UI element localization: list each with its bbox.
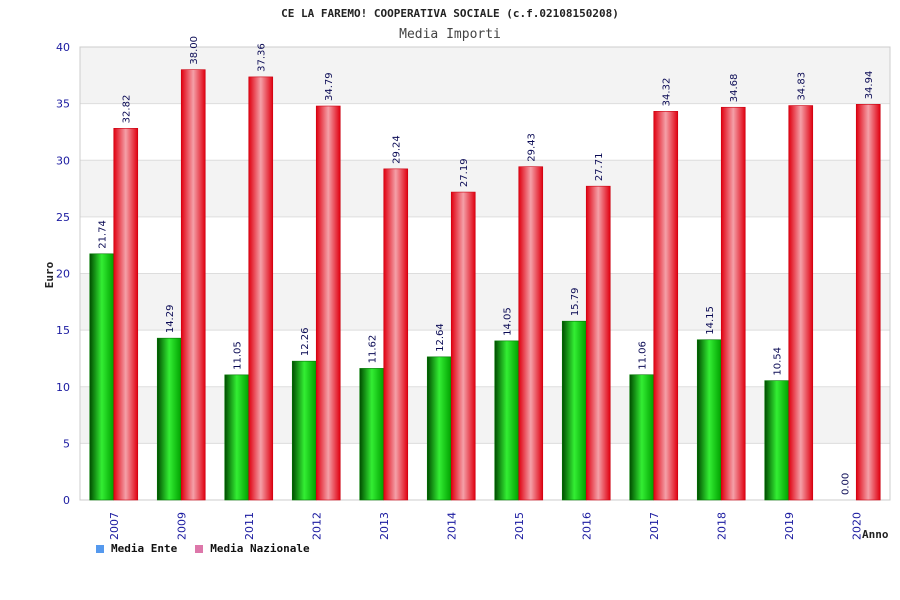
bar-media-ente xyxy=(561,320,587,501)
grid-band xyxy=(80,386,890,444)
bar-media-nazionale xyxy=(518,166,544,501)
data-label-media-ente: 14.29 xyxy=(165,305,176,334)
bar-media-ente xyxy=(629,374,655,501)
data-label-media-nazionale: 37.36 xyxy=(257,43,268,72)
data-label-media-nazionale: 34.79 xyxy=(324,72,335,101)
bar-media-ente xyxy=(89,253,115,501)
grid-band xyxy=(80,47,890,104)
y-tick-label: 30 xyxy=(56,154,70,167)
x-tick-label: 2020 xyxy=(850,512,863,540)
plot-area: 0 5 10 15 20 25 30 35 40 21.74 32.82 2007 14.29 38.00… xyxy=(56,36,891,540)
grid-band xyxy=(80,216,890,274)
x-tick-label: 2015 xyxy=(513,512,526,540)
data-label-media-ente: 14.05 xyxy=(503,307,514,336)
data-label-media-nazionale: 29.24 xyxy=(392,135,403,164)
y-tick-label: 20 xyxy=(56,268,70,281)
data-label-media-ente: 0.00 xyxy=(840,473,851,495)
data-label-media-ente: 14.15 xyxy=(705,306,716,335)
data-label-media-ente: 12.64 xyxy=(435,323,446,352)
bar-media-nazionale xyxy=(653,111,679,501)
bar-media-nazionale xyxy=(855,104,881,501)
data-label-media-ente: 12.26 xyxy=(300,328,311,357)
x-tick-label: 2007 xyxy=(108,512,121,540)
data-label-media-ente: 15.79 xyxy=(570,288,581,317)
data-label-media-nazionale: 34.32 xyxy=(662,78,673,107)
y-axis-label: Euro xyxy=(43,261,56,288)
bar-media-ente xyxy=(426,356,452,501)
data-label-media-nazionale: 34.83 xyxy=(797,72,808,101)
data-label-media-nazionale: 34.68 xyxy=(729,74,740,103)
legend-swatch-media-ente xyxy=(96,544,104,553)
data-label-media-nazionale: 27.71 xyxy=(594,153,605,182)
bar-media-nazionale xyxy=(450,191,476,501)
data-label-media-nazionale: 27.19 xyxy=(459,158,470,187)
x-tick-label: 2011 xyxy=(243,512,256,540)
x-tick-label: 2017 xyxy=(648,512,661,540)
bar-media-nazionale xyxy=(585,185,611,501)
data-label-media-ente: 11.06 xyxy=(638,341,649,370)
bar-media-ente xyxy=(156,337,182,501)
legend-item-media-nazionale: Media Nazionale xyxy=(195,542,310,555)
grid-band xyxy=(80,443,890,500)
bar-media-ente xyxy=(291,360,317,501)
data-label-media-nazionale: 29.43 xyxy=(527,133,538,162)
grid-band xyxy=(80,160,890,217)
bar-media-nazionale xyxy=(180,69,206,501)
grid-band xyxy=(80,330,890,387)
chart-title: CE LA FAREMO! COOPERATIVA SOCIALE (c.f.0… xyxy=(281,7,619,20)
legend-swatch-media-nazionale xyxy=(195,544,204,553)
legend-item-media-ente: Media Ente xyxy=(96,542,177,555)
data-label-media-nazionale: 38.00 xyxy=(189,36,200,65)
chart-subtitle: Media Importi xyxy=(399,27,501,42)
x-tick-label: 2013 xyxy=(378,512,391,540)
data-label-media-nazionale: 32.82 xyxy=(122,95,133,124)
y-tick-label: 25 xyxy=(56,211,70,224)
data-label-media-ente: 10.54 xyxy=(773,347,784,376)
x-tick-label: 2009 xyxy=(175,512,188,540)
x-tick-label: 2019 xyxy=(783,512,796,540)
bar-media-nazionale xyxy=(720,106,746,501)
x-axis-label: Anno xyxy=(862,528,889,541)
grid-band xyxy=(80,103,890,161)
bar-media-nazionale xyxy=(383,168,409,501)
plot-frame xyxy=(79,46,891,501)
y-tick-label: 10 xyxy=(56,381,70,394)
bar-media-nazionale xyxy=(248,76,274,501)
y-tick-label: 0 xyxy=(63,494,70,507)
x-tick-label: 2014 xyxy=(445,512,458,540)
data-label-media-nazionale: 34.94 xyxy=(864,71,875,100)
data-label-media-ente: 11.62 xyxy=(368,335,379,364)
bar-media-ente xyxy=(494,340,520,501)
y-tick-label: 35 xyxy=(56,98,70,111)
legend-label-media-ente: Media Ente xyxy=(111,542,178,555)
data-label-media-ente: 11.05 xyxy=(233,341,244,370)
x-tick-label: 2018 xyxy=(715,512,728,540)
y-tick-label: 40 xyxy=(56,41,70,54)
y-tick-label: 5 xyxy=(63,437,70,450)
y-tick-label: 15 xyxy=(56,324,70,337)
bar-media-ente xyxy=(359,368,385,501)
grid-band xyxy=(80,273,890,331)
data-label-media-ente: 21.74 xyxy=(98,220,109,249)
bar-media-nazionale xyxy=(113,128,139,501)
bar-media-nazionale xyxy=(788,105,814,501)
bar-media-ente xyxy=(764,380,790,501)
legend-label-media-nazionale: Media Nazionale xyxy=(210,542,310,555)
legend: Media Ente Media Nazionale xyxy=(96,542,310,555)
x-tick-label: 2012 xyxy=(310,512,323,540)
bar-media-nazionale xyxy=(315,105,341,501)
bar-media-ente xyxy=(696,339,722,501)
x-tick-label: 2016 xyxy=(580,512,593,540)
bar-media-ente xyxy=(224,374,250,501)
